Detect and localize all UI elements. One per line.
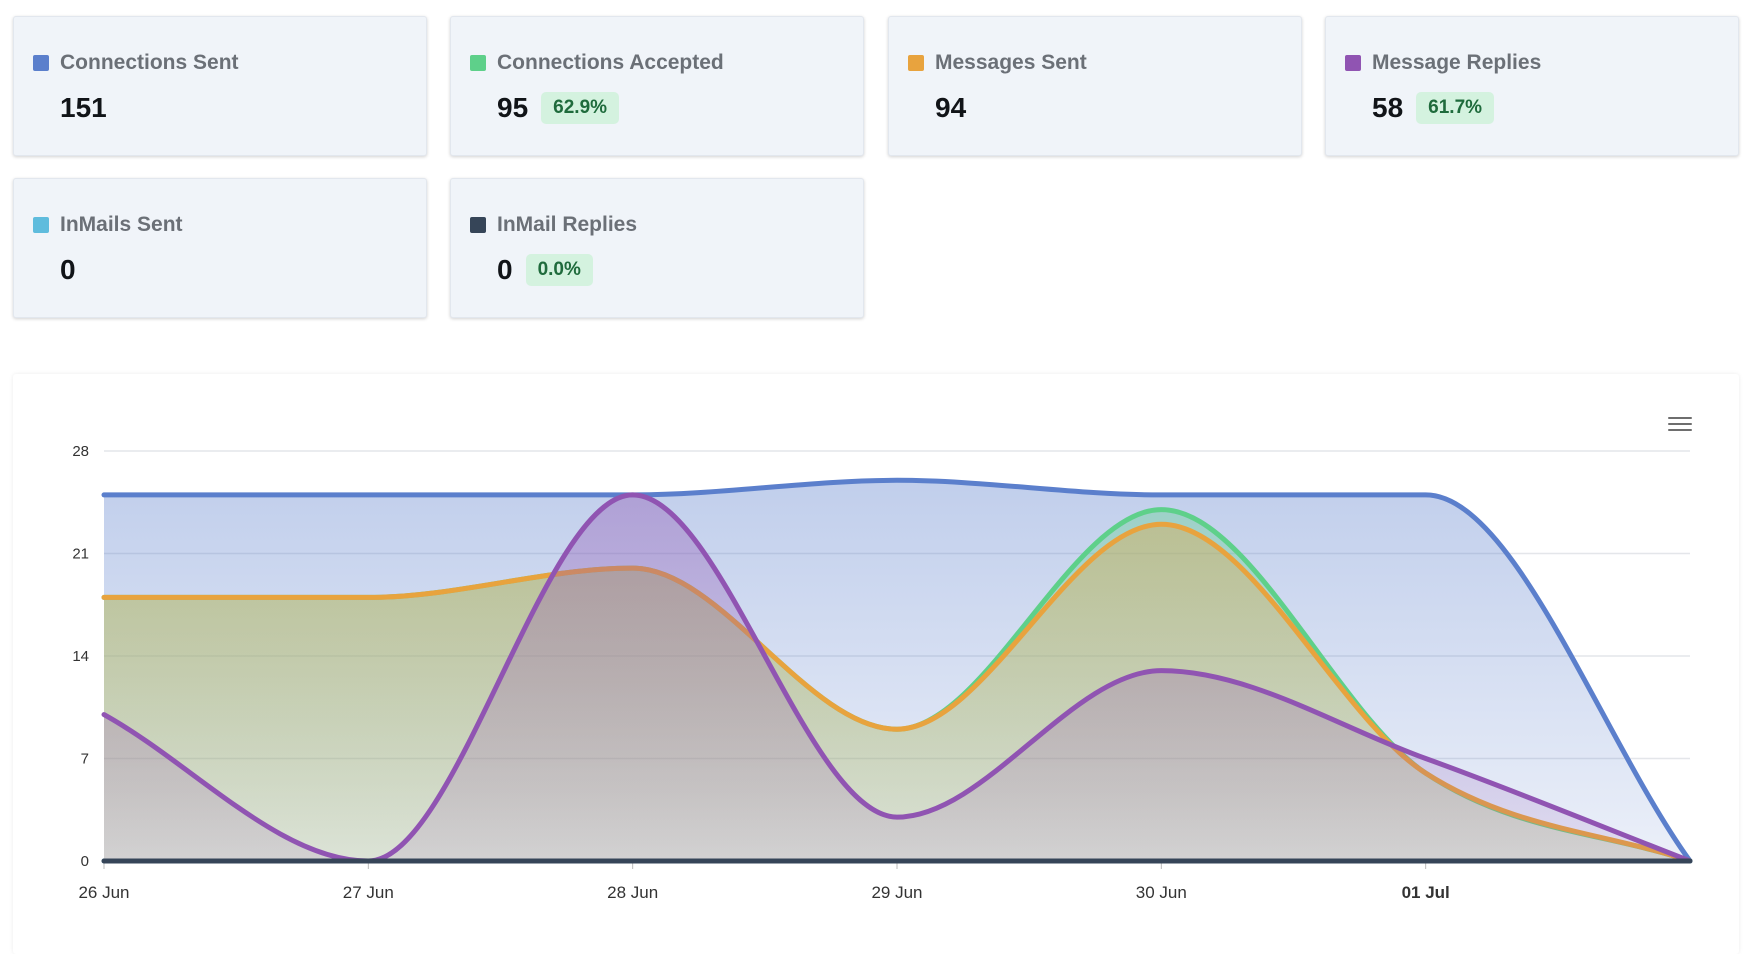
stat-value-row: 58 61.7% (1372, 92, 1495, 124)
x-tick-label: 26 Jun (78, 883, 129, 902)
y-tick-label: 7 (81, 751, 89, 768)
stat-value: 0 (60, 254, 76, 285)
chart-menu-icon[interactable] (1668, 417, 1692, 435)
series-line-connections-sent (101, 477, 1693, 864)
legend-swatch (470, 55, 486, 71)
stat-card-header: InMail Replies (470, 213, 637, 237)
legend-swatch (908, 55, 924, 71)
stat-value-row: 0 0.0% (497, 254, 593, 286)
stat-value: 58 (1372, 92, 1404, 123)
y-tick-label: 21 (72, 546, 89, 563)
stat-card-header: InMails Sent (33, 213, 183, 237)
x-tick-label: 28 Jun (607, 883, 658, 902)
stat-card-inmails-sent: InMails Sent 0 (13, 178, 427, 318)
stat-rate-badge: 62.9% (541, 92, 620, 124)
stat-card-header: Message Replies (1345, 51, 1541, 75)
stat-value-row: 151 (60, 92, 107, 124)
y-tick-label: 0 (81, 853, 89, 870)
stat-value: 151 (60, 92, 107, 123)
stat-value: 95 (497, 92, 529, 123)
stat-card-header: Connections Sent (33, 51, 239, 75)
stat-title: Messages Sent (935, 51, 1087, 74)
x-tick-label: 29 Jun (871, 883, 922, 902)
stat-title: Connections Sent (60, 51, 239, 74)
stat-card-connections-sent: Connections Sent 151 (13, 16, 427, 156)
stat-value: 94 (935, 92, 967, 123)
stat-card-connections-accepted: Connections Accepted 95 62.9% (450, 16, 864, 156)
x-tick-label: 27 Jun (343, 883, 394, 902)
stat-value-row: 0 (60, 254, 76, 286)
stat-rate-badge: 0.0% (525, 254, 593, 286)
stat-card-messages-sent: Messages Sent 94 (888, 16, 1302, 156)
stat-title: Connections Accepted (497, 51, 724, 74)
stat-title: Message Replies (1372, 51, 1542, 74)
stat-value-row: 95 62.9% (497, 92, 620, 124)
legend-swatch (33, 55, 49, 71)
stat-rate-badge: 61.7% (1416, 92, 1495, 124)
y-tick-label: 14 (72, 648, 89, 665)
stat-title: InMails Sent (60, 213, 183, 236)
y-tick-label: 28 (72, 443, 89, 460)
legend-swatch (1345, 55, 1361, 71)
stat-value: 0 (497, 254, 513, 285)
x-tick-label: 01 Jul (1402, 883, 1450, 902)
stat-card-inmail-replies: InMail Replies 0 0.0% (450, 178, 864, 318)
stat-card-header: Messages Sent (908, 51, 1087, 75)
stat-value-row: 94 (935, 92, 966, 124)
legend-swatch (470, 217, 486, 233)
stat-card-message-replies: Message Replies 58 61.7% (1325, 16, 1739, 156)
legend-swatch (33, 217, 49, 233)
stat-card-header: Connections Accepted (470, 51, 724, 75)
series-area-message-replies (104, 494, 1690, 861)
x-tick-label: 30 Jun (1136, 883, 1187, 902)
stat-title: InMail Replies (497, 213, 638, 236)
